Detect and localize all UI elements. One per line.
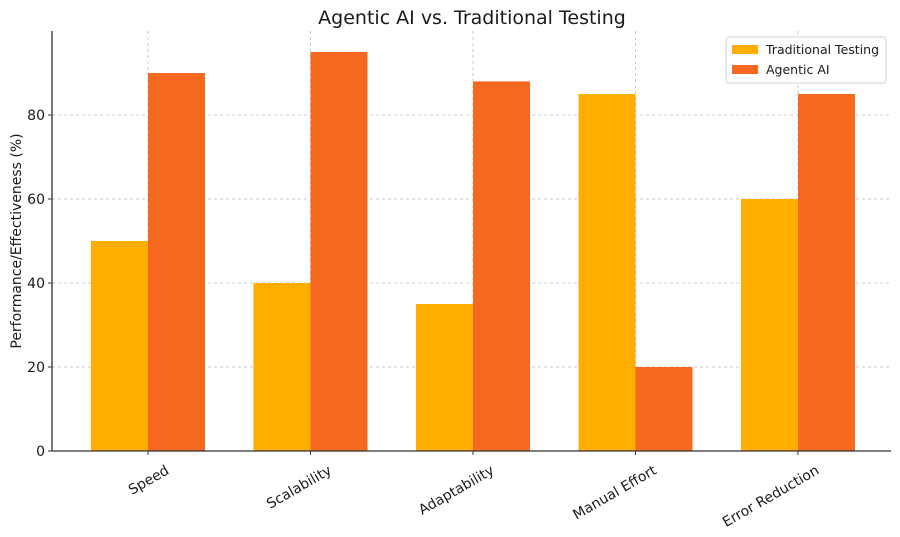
bar-traditional-testing-error-reduction: [741, 199, 798, 451]
y-axis-ticks: 0 20 40 60 80: [27, 108, 52, 460]
x-tick-label: Error Reduction: [720, 463, 822, 531]
y-axis-label: Performance/Effectiveness (%): [9, 133, 25, 348]
bar-agentic-ai-error-reduction: [798, 94, 855, 451]
legend-label: Agentic AI: [766, 62, 830, 77]
bar-traditional-testing-adaptability: [416, 304, 473, 451]
y-tick-label: 40: [27, 276, 45, 292]
bar-traditional-testing-speed: [91, 241, 148, 451]
y-tick-label: 80: [27, 108, 45, 124]
bar-agentic-ai-manual-effort: [635, 367, 693, 451]
legend-label: Traditional Testing: [765, 42, 879, 57]
axes: [51, 31, 891, 452]
legend-box: [725, 36, 887, 84]
x-tick-label: Speed: [126, 463, 172, 499]
x-tick-label: Adaptability: [416, 463, 497, 519]
legend: Traditional Testing Agentic AI: [725, 36, 887, 84]
chart-title: Agentic AI vs. Traditional Testing: [318, 7, 626, 29]
bar-agentic-ai-scalability: [310, 52, 368, 451]
legend-swatch: [732, 45, 758, 54]
bar-traditional-testing-manual-effort: [578, 94, 636, 451]
x-tick-label: Manual Effort: [570, 462, 660, 523]
legend-swatch: [732, 65, 758, 74]
bar-agentic-ai-adaptability: [473, 81, 530, 452]
x-axis-ticks: Speed Scalability Adaptability Manual Effor…: [126, 451, 822, 531]
y-tick-label: 20: [27, 360, 45, 376]
y-tick-label: 60: [27, 192, 45, 208]
bar-traditional-testing-scalability: [253, 283, 311, 451]
x-tick-label: Scalability: [264, 463, 334, 513]
y-tick-label: 0: [36, 444, 45, 460]
bar-agentic-ai-speed: [148, 73, 205, 451]
bars: [91, 52, 855, 452]
